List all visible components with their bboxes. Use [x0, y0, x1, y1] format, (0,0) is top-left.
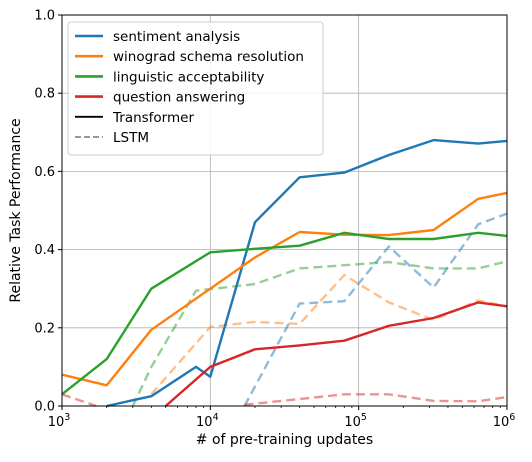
legend-box [67, 21, 324, 156]
legend-label-transformer: Transformer [112, 110, 194, 126]
series-line-sentiment-analysis-transformer [106, 138, 507, 407]
series-line-question-answering-transformer [164, 301, 507, 407]
x-tick-label: 103 [48, 412, 71, 430]
series-line-question-answering-lstm [62, 393, 97, 407]
ticks-layer: 103 104 105 106 0.0 0.2 0.4 0.6 0.8 1.0 [34, 9, 515, 431]
legend-label-linguistic-acceptability: linguistic acceptability [113, 69, 264, 85]
series-line-question-answering-lstm [244, 393, 507, 406]
series-layer [62, 138, 507, 407]
x-tick-label: 104 [196, 412, 219, 430]
series-line-winograd-schema-resolution-transformer [62, 191, 507, 387]
y-tick-label: 0.6 [34, 165, 55, 180]
series-line-sentiment-analysis-lstm [243, 212, 507, 407]
legend-label-winograd-schema-resolution: winograd schema resolution [113, 49, 304, 65]
y-tick-label: 0.4 [34, 243, 55, 258]
y-tick-label: 0.8 [34, 87, 55, 102]
y-tick-label: 0.0 [34, 400, 55, 415]
y-tick-label: 1.0 [34, 9, 55, 24]
legend-label-lstm: LSTM [113, 130, 149, 146]
x-tick-label: 106 [493, 412, 516, 430]
y-axis-title: Relative Task Performance [8, 118, 24, 302]
series-line-linguistic-acceptability-lstm [131, 260, 507, 407]
series-line-linguistic-acceptability-transformer [62, 231, 507, 396]
legend-label-question-answering: question answering [113, 90, 245, 106]
legend-label-sentiment-analysis: sentiment analysis [113, 29, 240, 45]
axes-frame [61, 14, 508, 407]
x-tick-label: 105 [344, 412, 367, 430]
x-axis-title: # of pre-training updates [196, 432, 373, 448]
legend: sentiment analysis winograd schema resolu… [67, 21, 324, 156]
y-tick-label: 0.2 [34, 321, 55, 336]
